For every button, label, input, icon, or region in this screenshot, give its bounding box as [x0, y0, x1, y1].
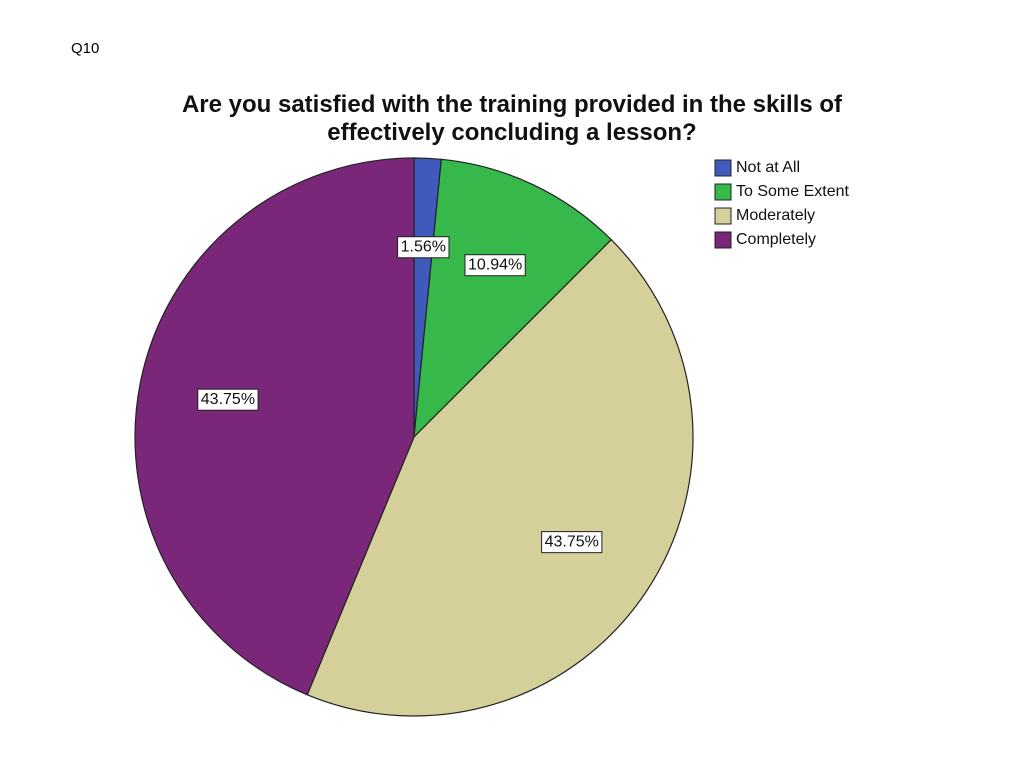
value-label: 43.75%: [545, 534, 599, 551]
value-label-box: [464, 254, 526, 277]
chart-title: Are you satisfied with the training prov…: [181, 91, 843, 146]
value-label: 1.56%: [401, 239, 446, 256]
pie-slice: [306, 238, 694, 717]
value-label: 10.94%: [468, 257, 522, 274]
legend-swatch: [714, 159, 732, 177]
pie-slice: [413, 158, 613, 439]
value-label-box: [541, 531, 603, 554]
slide-label: Q10: [71, 40, 100, 57]
legend-swatch: [714, 183, 732, 201]
legend-label: Not at All: [736, 159, 800, 176]
legend-swatch: [714, 207, 732, 225]
legend-label: Completely: [736, 231, 816, 248]
legend-label: To Some Extent: [736, 183, 850, 200]
value-label-box: [397, 236, 450, 259]
value-label-box: [197, 388, 259, 411]
legend-label: Moderately: [736, 207, 815, 224]
pie-slice: [134, 157, 415, 696]
value-label: 43.75%: [201, 391, 255, 408]
legend-swatch: [714, 231, 732, 249]
